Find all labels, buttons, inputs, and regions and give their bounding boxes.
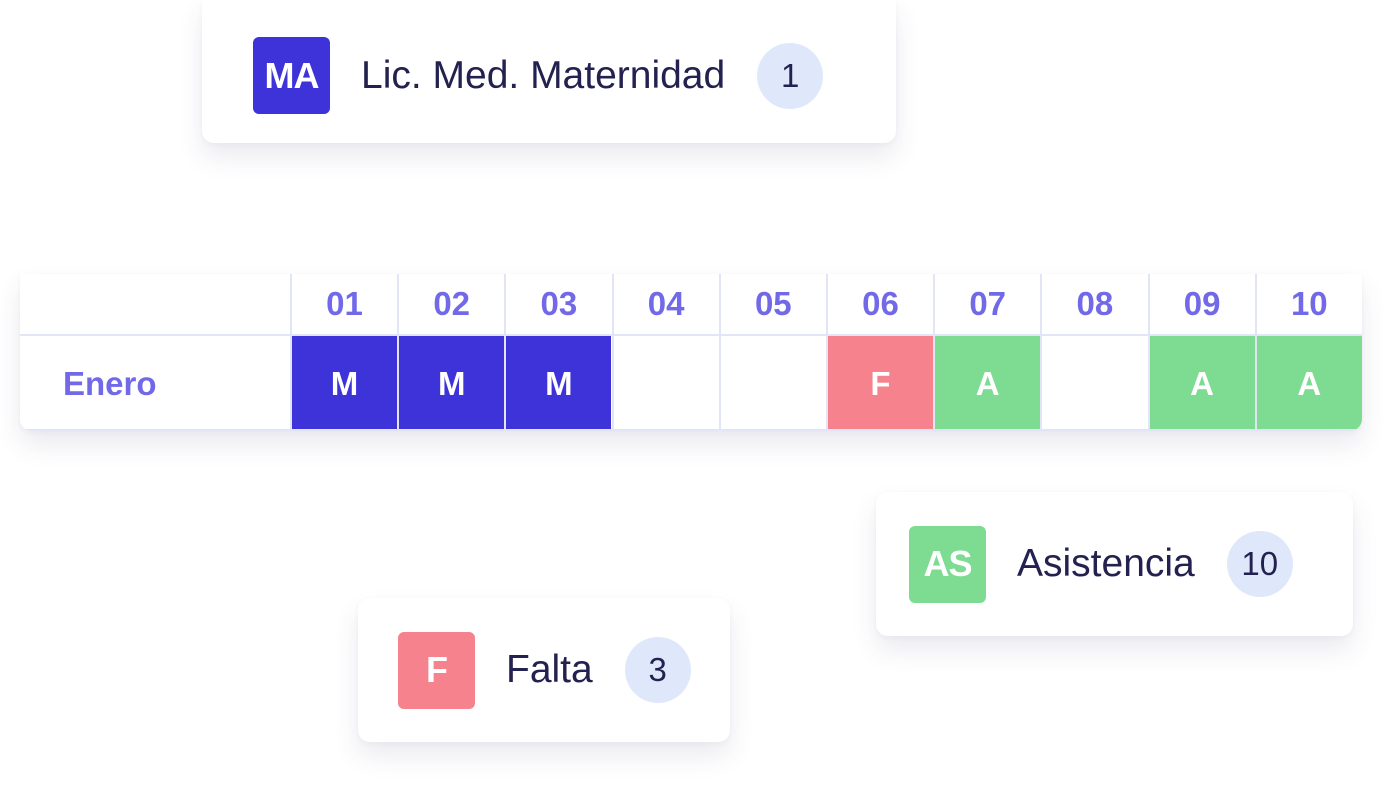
asistencia-code-badge: AS bbox=[909, 525, 986, 603]
day-column: 09 A bbox=[1147, 274, 1255, 431]
day-header: 09 bbox=[1183, 285, 1221, 322]
day-column: 05 bbox=[718, 274, 826, 431]
day-header: 02 bbox=[433, 285, 471, 322]
day-header: 04 bbox=[647, 285, 685, 322]
day-column: 03 M bbox=[504, 274, 612, 431]
maternidad-code-badge: MA bbox=[253, 37, 330, 114]
day-header: 10 bbox=[1290, 285, 1328, 322]
falta-label: Falta bbox=[506, 648, 593, 691]
day-status-cell[interactable] bbox=[614, 336, 719, 431]
month-label: Enero bbox=[63, 364, 157, 402]
day-status-cell[interactable] bbox=[1042, 336, 1147, 431]
day-header: 06 bbox=[862, 285, 899, 322]
day-status-cell[interactable]: A bbox=[1149, 336, 1255, 431]
header-divider bbox=[20, 334, 1362, 336]
day-status-cell[interactable]: F bbox=[828, 336, 933, 431]
falta-count-badge: 3 bbox=[624, 637, 691, 703]
day-column: 07 A bbox=[933, 274, 1041, 431]
day-status-cell[interactable]: M bbox=[506, 336, 612, 431]
day-status-cell[interactable]: M bbox=[292, 336, 397, 431]
maternidad-label: Lic. Med. Maternidad bbox=[361, 53, 726, 97]
legend-card-maternidad: MA Lic. Med. Maternidad 1 bbox=[202, 0, 896, 143]
asistencia-count-badge: 10 bbox=[1226, 531, 1293, 597]
day-header: 08 bbox=[1076, 285, 1114, 322]
day-header: 01 bbox=[326, 285, 363, 322]
day-column: 01 M bbox=[290, 274, 397, 431]
attendance-calendar: Enero 01 M 02 M 03 M 04 05 06 F 07 A 08 09 A 10 A bbox=[20, 274, 1362, 431]
day-column: 10 A bbox=[1254, 274, 1362, 431]
day-header: 05 bbox=[754, 285, 792, 322]
falta-code-badge: F bbox=[398, 631, 475, 709]
day-status-cell[interactable]: M bbox=[399, 336, 505, 431]
day-column: 02 M bbox=[397, 274, 505, 431]
day-status-cell[interactable]: A bbox=[1256, 336, 1362, 431]
calendar-bottom-border bbox=[20, 429, 1362, 431]
day-header: 03 bbox=[540, 285, 578, 322]
day-status-cell[interactable] bbox=[721, 336, 826, 431]
day-column: 06 F bbox=[826, 274, 933, 431]
day-column: 08 bbox=[1040, 274, 1147, 431]
legend-card-asistencia: AS Asistencia 10 bbox=[876, 492, 1353, 636]
asistencia-label: Asistencia bbox=[1017, 542, 1195, 585]
day-column: 04 bbox=[611, 274, 719, 431]
day-status-cell[interactable]: A bbox=[935, 336, 1041, 431]
maternidad-count-badge: 1 bbox=[757, 42, 824, 109]
day-header: 07 bbox=[969, 285, 1007, 322]
legend-card-falta: F Falta 3 bbox=[358, 598, 730, 742]
